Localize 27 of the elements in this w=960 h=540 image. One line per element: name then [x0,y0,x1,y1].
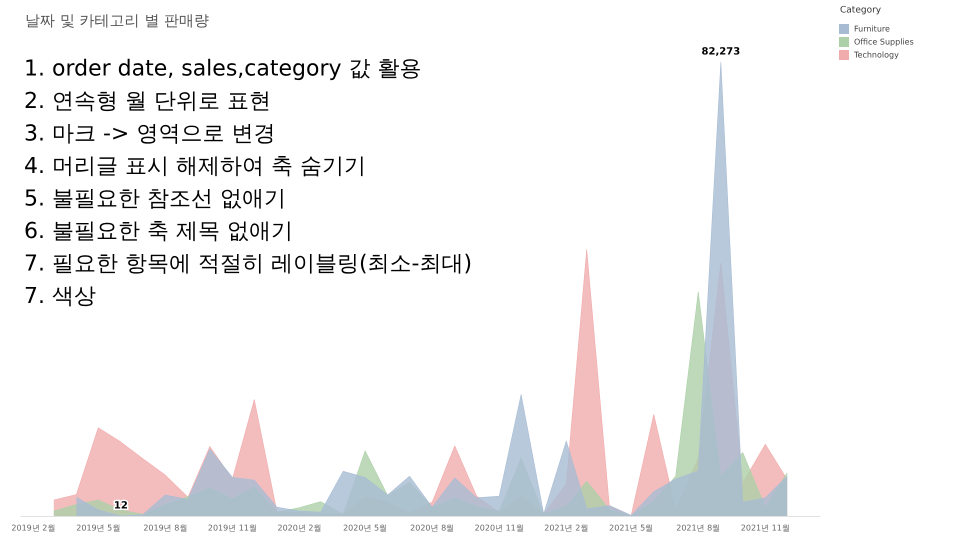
x-tick-label: 2020년 8월 [410,524,454,532]
x-tick-label: 2021년 2월 [544,524,588,532]
legend-title: Category [840,6,882,16]
x-tick-label: 2021년 11월 [740,524,790,532]
chart-title: 날짜 및 카테고리 별 판매량 [25,12,210,30]
x-tick-label: 2021년 8월 [676,524,720,532]
annotation: 1. order date, sales,category 값 활용 [24,56,422,82]
annotation: 6. 불필요한 축 제목 없애기 [24,219,293,244]
x-tick-label: 2019년 11월 [208,524,257,532]
legend-label: Furniture [854,24,890,34]
x-tick-label: 2019년 2월 [11,524,56,532]
x-tick-label: 2019년 5월 [76,524,120,532]
data-label: 82,273 [702,46,740,58]
annotation: 7. 필요한 항목에 적절히 레이블링(최소-최대) [24,252,472,276]
x-tick-label: 2019년 8월 [143,524,188,532]
x-tick-label: 2020년 5월 [343,524,388,532]
annotation: 3. 마크 -> 영역으로 변경 [24,122,276,146]
annotation: 7. 색상 [24,284,96,309]
legend-label: Technology [853,50,900,60]
annotation: 4. 머리글 표시 해제하여 축 숨기기 [24,154,366,179]
x-tick-label: 2020년 2월 [277,524,322,532]
x-tick-label: 2021년 5월 [609,524,654,532]
data-label: 12 [114,500,128,512]
legend-label: Office Supplies [854,38,914,46]
x-tick-label: 2020년 11월 [474,524,524,532]
annotation: 2. 연속형 월 단위로 표현 [24,89,271,114]
annotation: 5. 불필요한 참조선 없애기 [24,186,286,212]
